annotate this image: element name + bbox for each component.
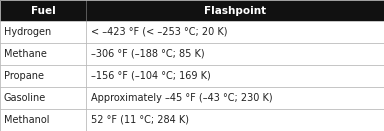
Bar <box>0 21 384 43</box>
Text: Propane: Propane <box>4 71 44 81</box>
Text: Fuel: Fuel <box>31 6 56 15</box>
Text: Flashpoint: Flashpoint <box>204 6 266 15</box>
Text: < –423 °F (< –253 °C; 20 K): < –423 °F (< –253 °C; 20 K) <box>91 27 227 37</box>
Bar <box>0 65 384 87</box>
Text: Gasoline: Gasoline <box>4 93 46 103</box>
Text: Methane: Methane <box>4 49 47 59</box>
Text: Hydrogen: Hydrogen <box>4 27 51 37</box>
Text: –156 °F (–104 °C; 169 K): –156 °F (–104 °C; 169 K) <box>91 71 211 81</box>
Bar <box>0 43 384 65</box>
Bar <box>0 109 384 131</box>
Text: Approximately –45 °F (–43 °C; 230 K): Approximately –45 °F (–43 °C; 230 K) <box>91 93 273 103</box>
Text: Methanol: Methanol <box>4 115 49 125</box>
Bar <box>0 0 384 21</box>
Text: 52 °F (11 °C; 284 K): 52 °F (11 °C; 284 K) <box>91 115 189 125</box>
Bar <box>0 87 384 109</box>
Text: –306 °F (–188 °C; 85 K): –306 °F (–188 °C; 85 K) <box>91 49 205 59</box>
